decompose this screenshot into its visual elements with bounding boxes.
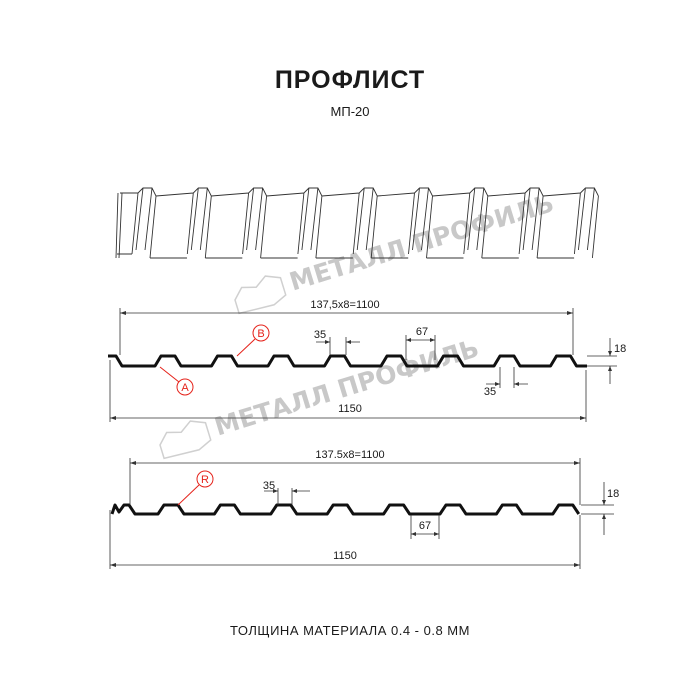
trough-width-label: 67 xyxy=(416,326,428,338)
callout-leader-r xyxy=(177,484,200,506)
profile-top-section: 137,5x8=1100 1150 35 67 35 18 B A xyxy=(108,299,626,422)
profile-bottom-outline xyxy=(110,503,581,516)
svg-text:МЕТАЛЛ ПРОФИЛЬ: МЕТАЛЛ ПРОФИЛЬ xyxy=(286,188,557,296)
callout-a-label: A xyxy=(181,382,189,394)
isometric-sheet-view xyxy=(115,187,599,259)
total-width-label: 1150 xyxy=(338,403,362,415)
profile-top-outline xyxy=(108,354,587,368)
callout-r-label: R xyxy=(201,474,209,486)
isometric-sheet-outline xyxy=(115,187,599,259)
callout-b-label: B xyxy=(257,328,264,340)
total-width-label: 1150 xyxy=(333,550,357,562)
callout-b-circle xyxy=(252,324,270,342)
dimension-lines-bottom xyxy=(109,458,614,569)
profile-height-label: 18 xyxy=(614,343,626,355)
material-thickness-note: ТОЛЩИНА МАТЕРИАЛА 0.4 - 0.8 ММ xyxy=(230,623,470,638)
page-title: ПРОФЛИСТ xyxy=(275,66,425,94)
watermark-logo-lower: МЕТАЛЛ ПРОФИЛЬ xyxy=(159,333,482,460)
profile-bottom-section: 137.5x8=1100 1150 35 67 18 R xyxy=(109,449,619,569)
rib-top-width-label: 35 xyxy=(263,480,275,492)
trough-width-label: 67 xyxy=(419,520,431,532)
watermark-logo-upper: МЕТАЛЛ ПРОФИЛЬ xyxy=(234,188,557,315)
callout-r-circle xyxy=(196,470,214,488)
page-subtitle: МП-20 xyxy=(331,104,370,119)
svg-text:МЕТАЛЛ ПРОФИЛЬ: МЕТАЛЛ ПРОФИЛЬ xyxy=(211,333,482,441)
rib-top-width-label: 35 xyxy=(314,329,326,341)
profile-height-label: 18 xyxy=(607,488,619,500)
callout-a-circle xyxy=(176,378,194,396)
pitch-dimension-label: 137.5x8=1100 xyxy=(315,449,384,461)
pitch-dimension-label: 137,5x8=1100 xyxy=(310,299,379,311)
callout-leaders-top xyxy=(159,338,256,383)
rib-bottom-width-label: 35 xyxy=(484,386,496,398)
